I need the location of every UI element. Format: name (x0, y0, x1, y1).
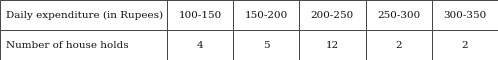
Text: 300-350: 300-350 (443, 10, 487, 20)
Bar (366, 0, 432, 30)
Bar (299, 0, 366, 30)
Bar (233, 30, 299, 60)
Bar (0, 0, 167, 30)
Text: 12: 12 (326, 40, 339, 49)
Bar (299, 30, 366, 60)
Bar (432, 30, 498, 60)
Bar (0, 30, 167, 60)
Text: 4: 4 (197, 40, 203, 49)
Bar (167, 30, 233, 60)
Text: Number of house holds: Number of house holds (6, 40, 128, 49)
Text: 200-250: 200-250 (311, 10, 354, 20)
Text: 250-300: 250-300 (377, 10, 420, 20)
Bar (233, 0, 299, 30)
Text: 2: 2 (462, 40, 468, 49)
Text: 5: 5 (263, 40, 269, 49)
Text: 2: 2 (395, 40, 402, 49)
Text: 100-150: 100-150 (178, 10, 222, 20)
Bar (432, 0, 498, 30)
Bar (366, 30, 432, 60)
Text: Daily expenditure (in Rupees): Daily expenditure (in Rupees) (6, 10, 163, 20)
Text: 150-200: 150-200 (245, 10, 288, 20)
Bar (167, 0, 233, 30)
